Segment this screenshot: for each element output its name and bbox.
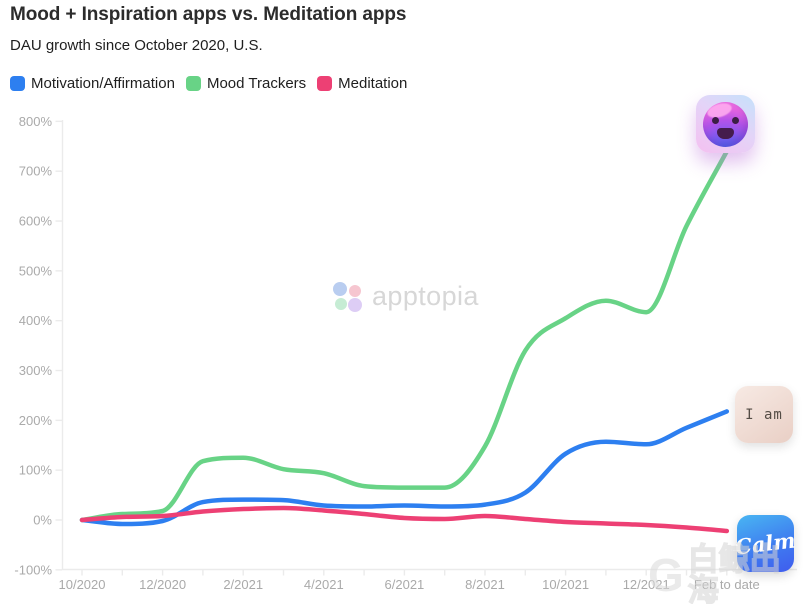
legend-swatch-blue-icon [10,76,25,91]
y-tick-label: 0% [33,513,52,528]
y-tick-label: 400% [19,313,53,328]
face-highlight [705,100,734,120]
y-tick-label: 500% [19,263,53,278]
baijing-g-logo-icon: G [648,549,684,601]
i-am-app-icon: I am [735,386,793,443]
page-title: Mood + Inspiration apps vs. Meditation a… [10,4,407,25]
x-tick-label: 12/2020 [139,577,186,592]
apptopia-petal-purple [348,297,362,312]
y-tick-label: 300% [19,363,53,378]
legend-item-meditation: Meditation [317,75,407,92]
legend-label: Motivation/Affirmation [31,75,175,92]
y-tick-label: 700% [19,164,53,179]
x-tick-label: 10/2021 [542,577,589,592]
series-line-meditation [79,505,730,534]
x-tick-label: 10/2020 [59,577,106,592]
y-tick-label: 200% [19,413,53,428]
y-tick-label: 100% [19,463,53,478]
face-eye-left [712,116,719,124]
i-am-app-label: I am [745,406,783,423]
face-eye-right [732,116,739,124]
apptopia-logo-icon [332,281,362,312]
apptopia-wordmark: apptopia [372,281,479,311]
x-tick-label: Feb to date [694,577,760,592]
chart-legend: Motivation/Affirmation Mood Trackers Med… [10,75,407,92]
apptopia-petal-pink [349,284,361,297]
y-tick-label: 600% [19,214,53,229]
x-tick-label: 6/2021 [385,577,425,592]
baijingchuhai-watermark: G 白鲸出海 [648,542,803,604]
baijing-wordmark: 白鲸出海 [687,542,781,604]
x-tick-label: 8/2021 [465,577,505,592]
series-line-motivation-affirmation [79,409,730,527]
smiley-face-icon [703,100,748,147]
legend-item-motivation-affirmation: Motivation/Affirmation [10,75,175,92]
face-mouth [717,127,734,139]
y-tick-label: -100% [14,562,52,577]
x-tick-label: 4/2021 [304,577,344,592]
chart-subtitle: DAU growth since October 2020, U.S. [10,37,263,54]
legend-swatch-green-icon [185,76,201,91]
apptopia-petal-green [335,297,347,310]
x-tick-label: 12/2021 [623,577,670,592]
y-tick-label: 800% [19,114,53,129]
apptopia-watermark: apptopia [332,281,479,312]
calm-app-icon: Calm [734,515,797,572]
apptopia-petal-blue [333,281,347,296]
legend-label: Mood Trackers [206,75,307,92]
series-line-mood-trackers [79,149,730,523]
mood-tracker-app-icon [696,95,755,153]
legend-label: Meditation [338,75,408,92]
legend-item-mood-trackers: Mood Trackers [185,75,307,92]
x-tick-label: 2/2021 [223,577,263,592]
legend-swatch-pink-icon [317,76,333,91]
